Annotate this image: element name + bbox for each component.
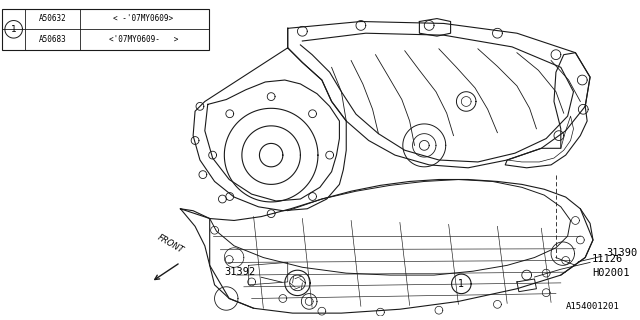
Text: < -'07MY0609>: < -'07MY0609> xyxy=(113,14,173,23)
Text: 11126: 11126 xyxy=(592,254,623,265)
Text: 31392: 31392 xyxy=(225,267,282,282)
Text: 31390: 31390 xyxy=(607,248,638,258)
Text: FRONT: FRONT xyxy=(156,233,186,256)
Text: 1: 1 xyxy=(11,25,17,34)
Text: A50683: A50683 xyxy=(39,35,67,44)
Bar xyxy=(2,9,209,50)
Text: H02001: H02001 xyxy=(592,268,630,278)
Text: 1: 1 xyxy=(458,279,465,289)
Text: A50632: A50632 xyxy=(39,14,67,23)
Text: <'07MY0609-   >: <'07MY0609- > xyxy=(109,35,178,44)
Text: A154001201: A154001201 xyxy=(566,302,620,311)
